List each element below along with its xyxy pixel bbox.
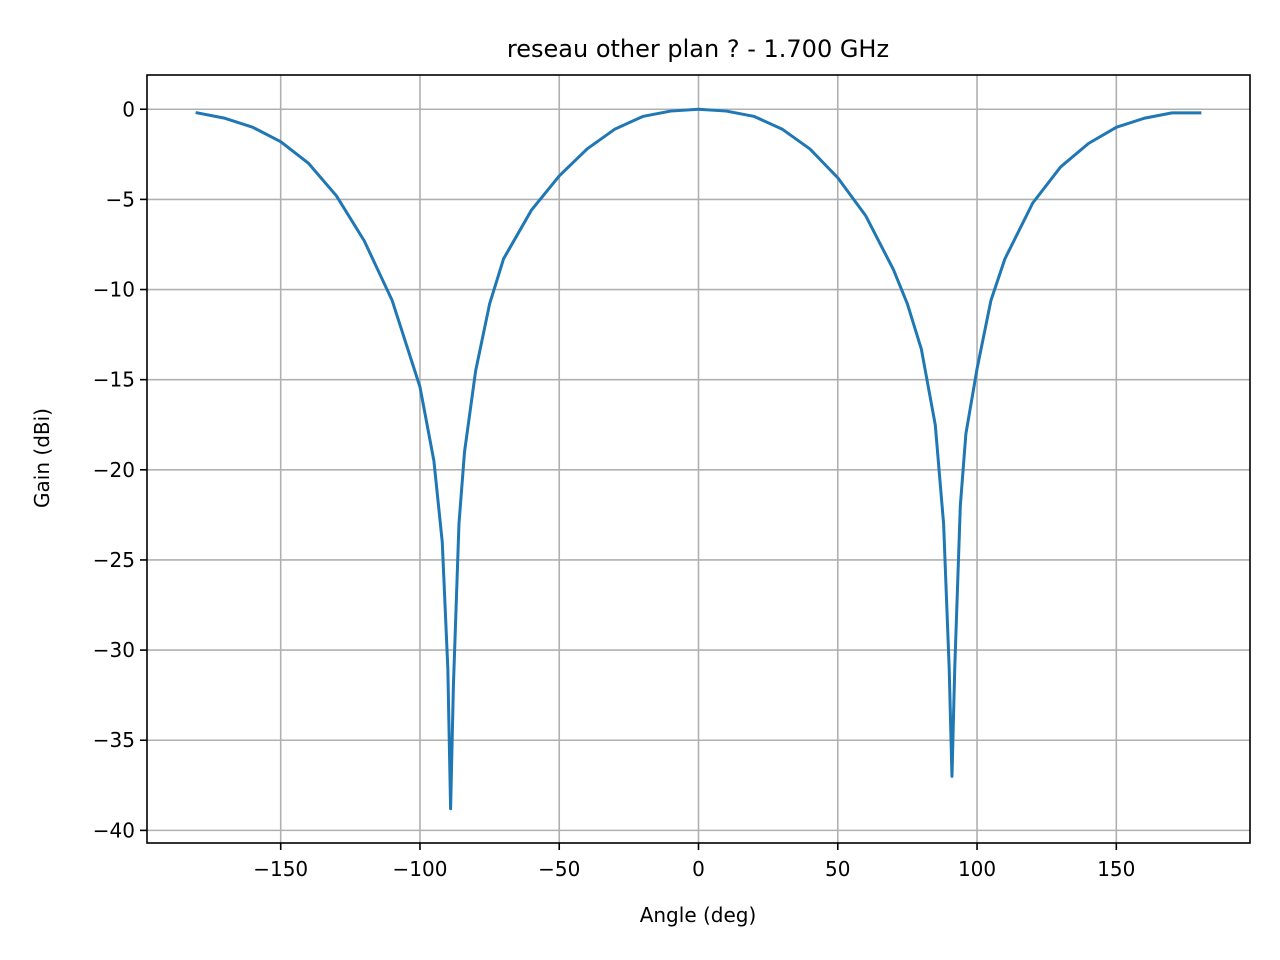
- x-axis-label: Angle (deg): [640, 903, 757, 927]
- x-tick-label: −100: [392, 857, 447, 881]
- x-tick-label: 150: [1097, 857, 1135, 881]
- y-axis-label: Gain (dBi): [30, 408, 54, 508]
- x-tick-label: −150: [253, 857, 308, 881]
- y-tick-label: −5: [106, 187, 135, 211]
- chart-title: reseau other plan ? - 1.700 GHz: [507, 35, 889, 63]
- series-line-0: [195, 107, 1202, 811]
- x-tick-label: 0: [692, 857, 705, 881]
- x-tick-label: −50: [538, 857, 580, 881]
- y-tick-label: −30: [93, 638, 135, 662]
- y-tick-label: −10: [93, 278, 135, 302]
- series-layer: [195, 107, 1202, 811]
- grid: [147, 75, 1250, 843]
- x-tick-label: 50: [825, 857, 850, 881]
- x-tick-label: 100: [958, 857, 996, 881]
- y-tick-label: −25: [93, 548, 135, 572]
- ticks: −150 −100 −50 0 50 100 150 0 −5 −10 −15 −20 −25 −30 −3…: [93, 97, 1136, 881]
- y-tick-label: −40: [93, 818, 135, 842]
- y-tick-label: 0: [122, 97, 135, 121]
- y-tick-label: −35: [93, 728, 135, 752]
- y-tick-label: −15: [93, 368, 135, 392]
- y-tick-label: −20: [93, 458, 135, 482]
